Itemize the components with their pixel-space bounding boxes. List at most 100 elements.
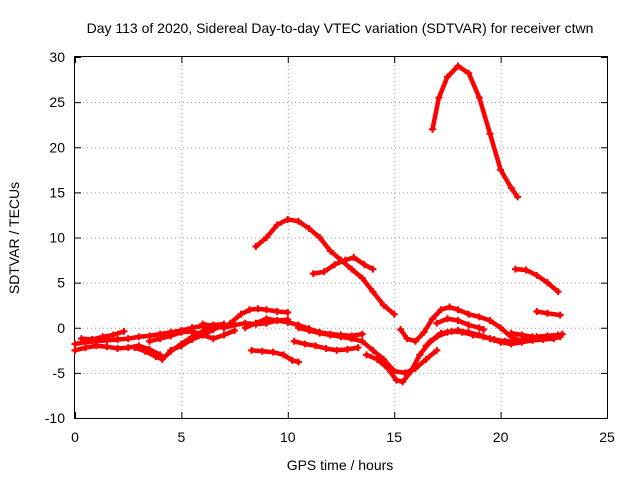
data-point-marker — [403, 335, 411, 343]
chart-title: Day 113 of 2020, Sidereal Day-to-day VTE… — [87, 20, 594, 36]
data-point-marker — [188, 327, 196, 335]
data-point-marker — [554, 288, 562, 296]
y-tick-label: 10 — [49, 230, 65, 246]
data-point-marker — [152, 353, 160, 361]
data-point-marker — [454, 317, 462, 325]
data-point-marker — [220, 324, 228, 332]
data-point-marker — [420, 328, 428, 336]
data-point-marker — [343, 345, 351, 353]
x-axis-label: GPS time / hours — [287, 457, 394, 473]
data-point-marker — [88, 335, 96, 343]
data-point-marker — [167, 332, 175, 340]
data-point-marker — [533, 271, 541, 279]
data-point-marker — [550, 333, 558, 341]
data-point-marker — [397, 326, 405, 334]
data-point-marker — [380, 355, 388, 363]
data-point-marker — [384, 364, 392, 372]
data-point-marker — [209, 322, 217, 330]
data-point-marker — [209, 335, 217, 343]
data-point-marker — [103, 343, 111, 351]
y-axis-label: SDTVAR / TECUs — [6, 182, 22, 294]
data-point-marker — [241, 324, 249, 332]
data-point-marker — [294, 217, 302, 225]
y-tick-label: 20 — [49, 139, 65, 155]
data-point-marker — [245, 306, 253, 314]
data-point-marker — [437, 306, 445, 314]
data-point-marker — [369, 288, 377, 296]
data-point-marker — [109, 331, 117, 339]
y-tick-label: -5 — [53, 365, 66, 381]
series-arc-18 — [430, 63, 520, 200]
data-point-marker — [558, 330, 566, 338]
data-point-marker — [290, 337, 298, 345]
data-point-marker — [188, 335, 196, 343]
data-point-marker — [465, 328, 473, 336]
data-point-marker — [354, 344, 362, 352]
data-point-marker — [156, 335, 164, 343]
data-point-marker — [348, 335, 356, 343]
data-point-marker — [514, 193, 522, 201]
data-point-marker — [433, 346, 441, 354]
data-point-marker — [518, 338, 526, 346]
data-point-marker — [231, 321, 239, 329]
data-point-marker — [480, 326, 488, 334]
data-point-marker — [326, 331, 334, 339]
data-point-marker — [114, 345, 122, 353]
data-point-marker — [533, 308, 541, 316]
data-point-marker — [71, 340, 79, 348]
y-tick-label: 25 — [49, 94, 65, 110]
data-point-marker — [429, 315, 437, 323]
x-tick-label: 0 — [71, 429, 79, 445]
data-point-marker — [407, 367, 415, 375]
data-point-marker — [124, 335, 132, 343]
data-point-marker — [486, 317, 494, 325]
data-point-marker — [433, 333, 441, 341]
tick-layer: 0 5 10 15 20 25 -10 -5 0 5 10 15 20 25 30 — [45, 49, 615, 445]
data-point-marker — [358, 274, 366, 282]
x-tick-label: 15 — [386, 429, 402, 445]
data-point-marker — [273, 308, 281, 316]
data-point-marker — [305, 326, 313, 334]
data-point-marker — [258, 347, 266, 355]
data-point-marker — [369, 265, 377, 273]
data-point-marker — [363, 351, 371, 359]
data-point-marker — [539, 335, 547, 343]
x-tick-label: 20 — [493, 429, 509, 445]
data-point-marker — [124, 344, 132, 352]
data-point-marker — [443, 73, 451, 81]
data-point-marker — [252, 243, 260, 251]
data-point-marker — [454, 326, 462, 334]
data-point-marker — [416, 351, 424, 359]
y-tick-label: 15 — [49, 184, 65, 200]
data-point-marker — [429, 125, 437, 133]
data-point-marker — [475, 94, 483, 102]
y-tick-label: 0 — [57, 320, 65, 336]
data-point-marker — [486, 130, 494, 138]
data-point-marker — [399, 378, 407, 386]
data-point-marker — [316, 329, 324, 337]
data-point-marker — [294, 324, 302, 332]
data-point-marker — [131, 344, 139, 352]
data-point-marker — [305, 224, 313, 232]
data-point-marker — [71, 346, 79, 354]
data-point-marker — [326, 247, 334, 255]
data-point-marker — [294, 358, 302, 366]
data-point-marker — [252, 319, 260, 327]
data-point-marker — [284, 215, 292, 223]
y-tick-label: -10 — [45, 410, 65, 426]
data-point-marker — [443, 315, 451, 323]
data-point-marker — [199, 331, 207, 339]
series-layer — [71, 62, 566, 386]
data-point-marker — [380, 301, 388, 309]
data-point-marker — [280, 351, 288, 359]
y-tick-label: 5 — [57, 275, 65, 291]
x-tick-label: 5 — [178, 429, 186, 445]
data-point-marker — [177, 342, 185, 350]
data-point-marker — [475, 313, 483, 321]
data-point-marker — [269, 348, 277, 356]
data-point-marker — [288, 356, 296, 364]
data-point-marker — [263, 315, 271, 323]
data-point-marker — [422, 342, 430, 350]
data-point-marker — [543, 309, 551, 317]
data-point-marker — [337, 333, 345, 341]
